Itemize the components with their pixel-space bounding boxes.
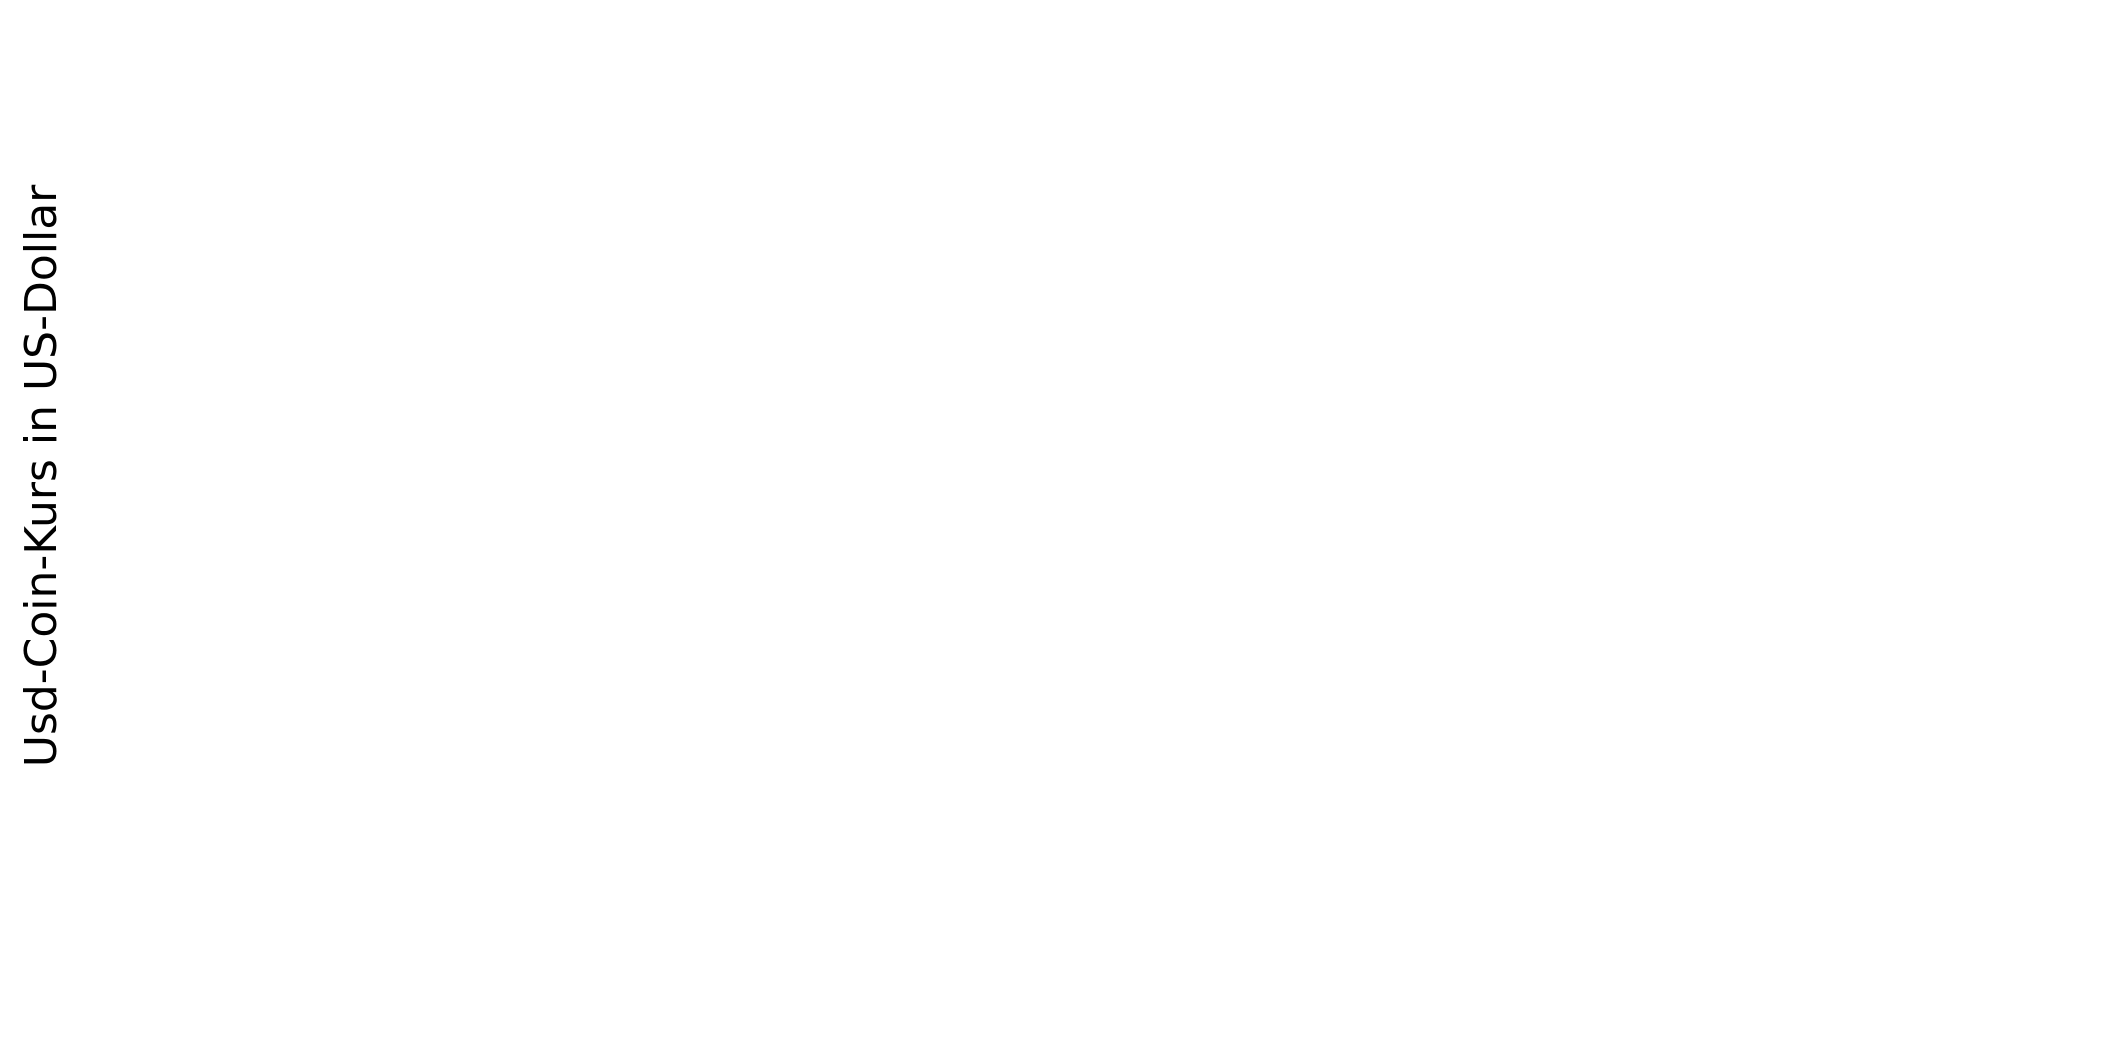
y-axis-title: Usd-Coin-Kurs in US-Dollar [16,184,67,767]
